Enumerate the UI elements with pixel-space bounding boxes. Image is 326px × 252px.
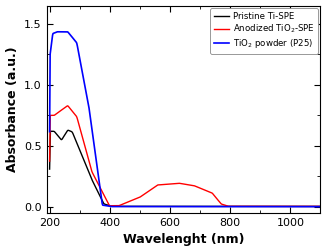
TiO$_2$ powder (P25) xyxy=(319,205,322,208)
Y-axis label: Absorbance (a.u.): Absorbance (a.u.) xyxy=(6,46,19,172)
Pristine Ti-SPE xyxy=(311,205,315,208)
Anodized TiO$_2$-SPE xyxy=(180,182,184,185)
Anodized TiO$_2$-SPE xyxy=(62,107,66,110)
Anodized TiO$_2$-SPE xyxy=(261,205,265,208)
TiO$_2$ powder (P25) xyxy=(172,205,176,208)
Anodized TiO$_2$-SPE xyxy=(48,160,52,163)
Pristine Ti-SPE xyxy=(62,136,66,139)
Line: TiO$_2$ powder (P25): TiO$_2$ powder (P25) xyxy=(50,32,320,207)
Legend: Pristine Ti-SPE, Anodized TiO$_2$-SPE, TiO$_2$ powder (P25): Pristine Ti-SPE, Anodized TiO$_2$-SPE, T… xyxy=(210,8,318,54)
TiO$_2$ powder (P25) xyxy=(311,205,315,208)
Pristine Ti-SPE xyxy=(180,205,184,208)
Anodized TiO$_2$-SPE xyxy=(66,104,69,107)
Pristine Ti-SPE xyxy=(48,168,52,171)
Anodized TiO$_2$-SPE xyxy=(311,205,315,208)
TiO$_2$ powder (P25) xyxy=(62,30,66,33)
X-axis label: Wavelenght (nm): Wavelenght (nm) xyxy=(123,233,244,246)
Pristine Ti-SPE xyxy=(311,205,315,208)
Anodized TiO$_2$-SPE xyxy=(311,205,315,208)
Pristine Ti-SPE xyxy=(319,205,322,208)
TiO$_2$ powder (P25) xyxy=(56,30,60,33)
Anodized TiO$_2$-SPE xyxy=(172,182,176,185)
Anodized TiO$_2$-SPE xyxy=(319,205,322,208)
Pristine Ti-SPE xyxy=(172,205,176,208)
TiO$_2$ powder (P25) xyxy=(48,130,52,133)
TiO$_2$ powder (P25) xyxy=(180,205,184,208)
TiO$_2$ powder (P25) xyxy=(261,205,265,208)
Pristine Ti-SPE xyxy=(261,205,265,208)
Pristine Ti-SPE xyxy=(66,129,70,132)
Line: Pristine Ti-SPE: Pristine Ti-SPE xyxy=(50,130,320,207)
TiO$_2$ powder (P25) xyxy=(311,205,315,208)
Line: Anodized TiO$_2$-SPE: Anodized TiO$_2$-SPE xyxy=(50,106,320,207)
